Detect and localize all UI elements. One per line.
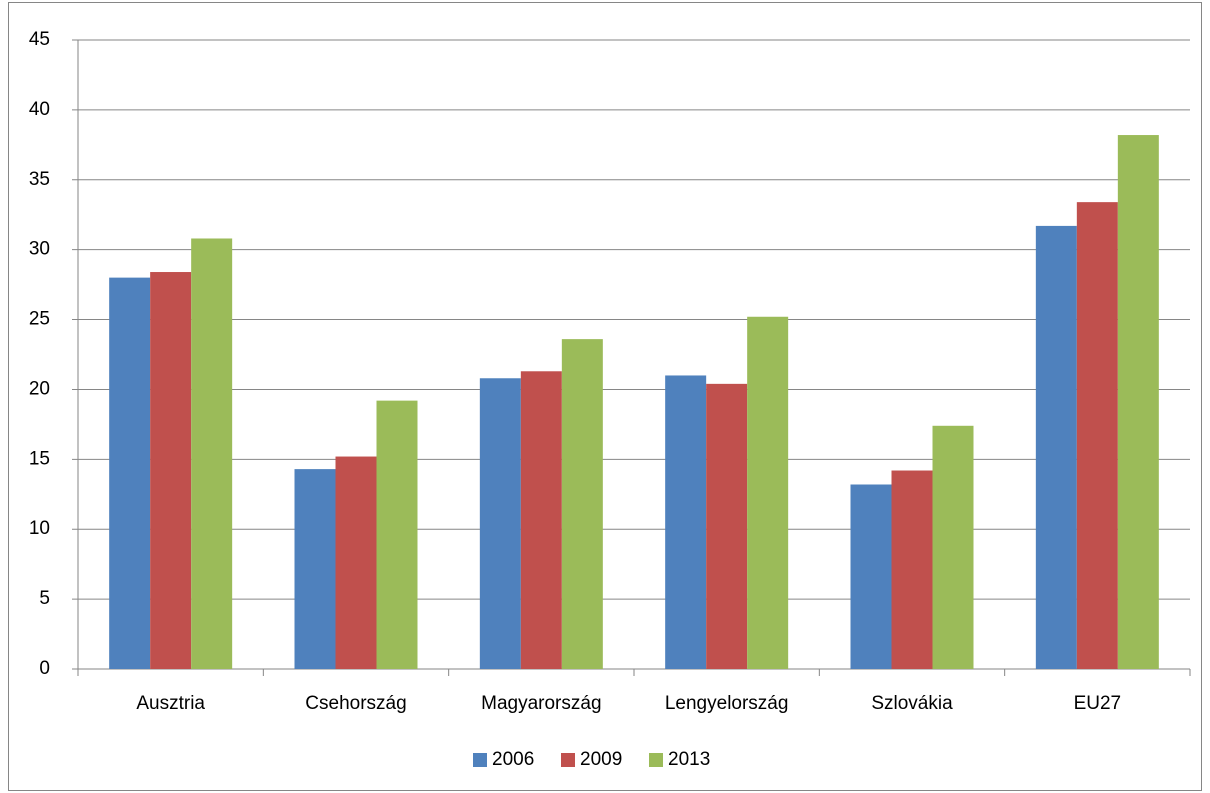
- y-tick-label: 15: [29, 448, 50, 469]
- x-tick-label: Ausztria: [136, 693, 205, 714]
- bar: [376, 400, 418, 669]
- bar: [191, 238, 233, 670]
- bar: [1076, 202, 1118, 670]
- y-tick-label: 20: [29, 378, 50, 399]
- bar: [850, 484, 892, 669]
- x-tick-label: Magyarország: [481, 693, 601, 714]
- bar: [1117, 135, 1159, 669]
- x-tick-label: EU27: [1074, 693, 1122, 714]
- x-tick-label: Lengyelország: [665, 693, 789, 714]
- bar: [294, 469, 336, 669]
- bar: [479, 378, 521, 669]
- legend-label: 2009: [580, 749, 622, 770]
- y-tick-label: 5: [39, 588, 50, 609]
- bar: [109, 277, 151, 669]
- y-tick-label: 45: [29, 29, 50, 50]
- bar: [561, 339, 603, 669]
- bar: [747, 316, 789, 669]
- y-tick-label: 25: [29, 309, 50, 330]
- legend-label: 2013: [668, 749, 710, 770]
- x-tick-label: Csehország: [305, 693, 406, 714]
- legend-swatch: [473, 753, 487, 767]
- bar: [706, 383, 748, 669]
- bar: [891, 470, 933, 669]
- bar: [932, 425, 974, 669]
- y-tick-label: 10: [29, 518, 50, 539]
- x-tick-label: Szlovákia: [871, 693, 953, 714]
- y-tick-label: 30: [29, 239, 50, 260]
- y-tick-label: 0: [39, 658, 50, 679]
- legend-swatch: [561, 753, 575, 767]
- legend-swatch: [649, 753, 663, 767]
- bar: [665, 375, 707, 669]
- bar: [335, 456, 377, 669]
- y-tick-label: 35: [29, 169, 50, 190]
- bar: [150, 272, 192, 669]
- y-tick-label: 40: [29, 99, 50, 120]
- bar: [520, 371, 562, 669]
- bar: [1035, 225, 1077, 669]
- legend-label: 2006: [492, 749, 534, 770]
